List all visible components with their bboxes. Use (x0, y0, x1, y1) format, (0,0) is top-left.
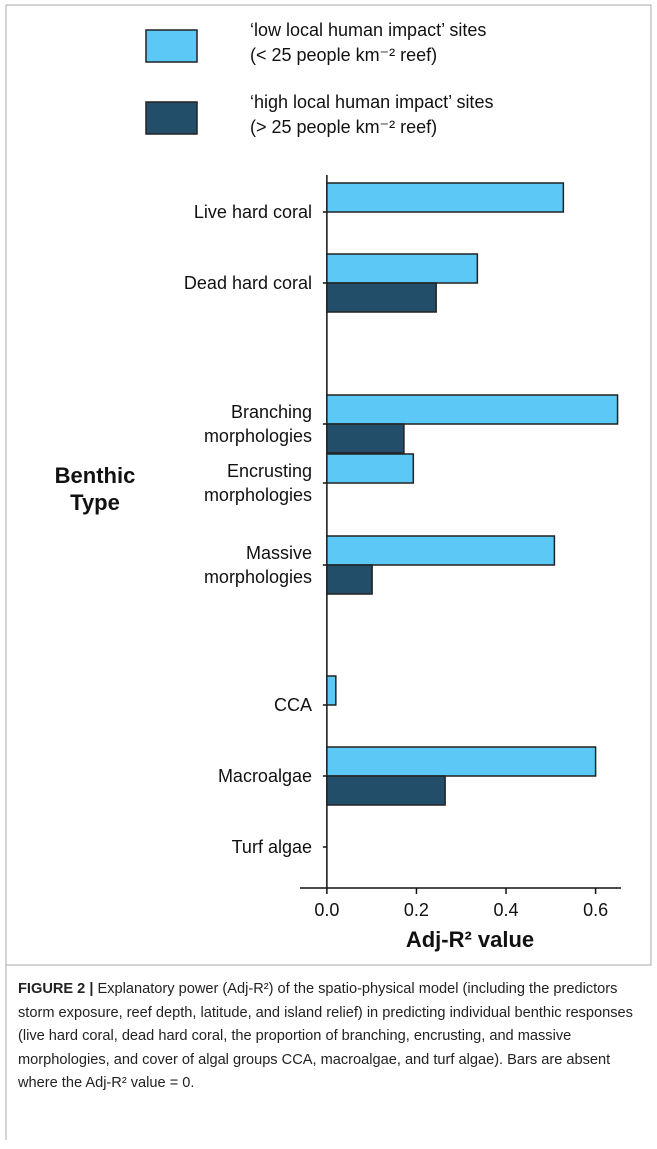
legend-swatch (145, 29, 198, 63)
caption-label: FIGURE 2 | (18, 981, 94, 997)
bar (326, 775, 446, 806)
y-tick-label: Macroalgae (217, 766, 312, 786)
x-tick-label: 0.0 (314, 900, 339, 920)
bar (326, 453, 415, 484)
x-tick-label: 0.6 (583, 900, 608, 920)
y-tick-label: Branching morphologies (203, 402, 312, 446)
y-tick-label: Dead hard coral (183, 273, 312, 293)
y-tick-label: Live hard coral (193, 202, 312, 222)
bar (326, 746, 597, 777)
bar (326, 564, 373, 595)
caption: FIGURE 2 | Explanatory power (Adj-R²) of… (18, 978, 643, 1096)
y-tick-label: Encrusting morphologies (203, 461, 312, 505)
bar (326, 253, 479, 284)
x-tick-label: 0.2 (404, 900, 429, 920)
x-axis-label: Adj-R² value (406, 927, 534, 952)
caption-text: Explanatory power (Adj-R²) of the spatio… (18, 981, 633, 1091)
legend-label: ‘high local human impact’ sites (> 25 pe… (250, 92, 494, 137)
bar (326, 535, 556, 566)
legend-swatch (145, 101, 198, 135)
bar (326, 182, 565, 213)
bar (326, 675, 337, 706)
bar (326, 423, 405, 454)
bar (326, 282, 437, 313)
legend-label: ‘low local human impact’ sites (< 25 peo… (250, 20, 487, 65)
y-axis-label: Benthic Type (54, 463, 136, 515)
y-tick-label: Massive morphologies (203, 543, 312, 587)
bar (326, 394, 619, 425)
x-tick-label: 0.4 (494, 900, 519, 920)
y-tick-label: CCA (273, 695, 312, 715)
frame (5, 4, 652, 966)
y-tick-label: Turf algae (231, 837, 312, 857)
